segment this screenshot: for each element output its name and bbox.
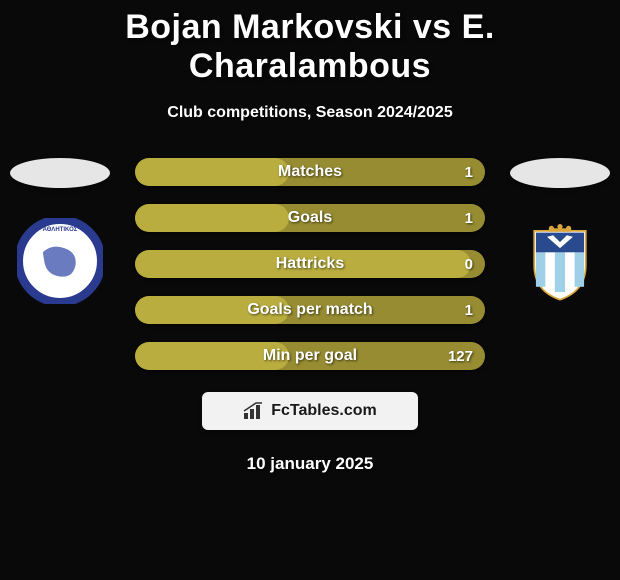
page-title: Bojan Markovski vs E. Charalambous [0, 0, 620, 86]
stat-value-right: 1 [465, 164, 473, 181]
left-player-column: ΑΘΛΗΤΙΚΟΣ [0, 158, 120, 304]
brand-text: FcTables.com [271, 402, 377, 420]
comparison-content: ΑΘΛΗΤΙΚΟΣ Matche [0, 158, 620, 474]
stat-value-right: 0 [465, 256, 473, 273]
stat-label: Min per goal [135, 347, 485, 365]
stat-row: Min per goal127 [135, 342, 485, 370]
stat-row: Matches1 [135, 158, 485, 186]
svg-text:ΑΘΛΗΤΙΚΟΣ: ΑΘΛΗΤΙΚΟΣ [43, 227, 78, 233]
stat-label: Matches [135, 163, 485, 181]
stat-value-right: 1 [465, 302, 473, 319]
subtitle: Club competitions, Season 2024/2025 [0, 104, 620, 122]
stat-label: Goals [135, 209, 485, 227]
date-label: 10 january 2025 [0, 454, 620, 474]
stat-value-right: 127 [448, 348, 473, 365]
left-club-badge: ΑΘΛΗΤΙΚΟΣ [10, 218, 110, 304]
stat-value-right: 1 [465, 210, 473, 227]
stat-label: Goals per match [135, 301, 485, 319]
stats-list: Matches1Goals1Hattricks0Goals per match1… [135, 158, 485, 370]
right-player-column [500, 158, 620, 304]
stat-row: Hattricks0 [135, 250, 485, 278]
stat-row: Goals per match1 [135, 296, 485, 324]
stat-row: Goals1 [135, 204, 485, 232]
chart-icon [243, 402, 265, 420]
right-player-marker [510, 158, 610, 188]
left-player-marker [10, 158, 110, 188]
stat-label: Hattricks [135, 255, 485, 273]
brand-badge[interactable]: FcTables.com [202, 392, 418, 430]
right-club-badge [510, 218, 610, 304]
